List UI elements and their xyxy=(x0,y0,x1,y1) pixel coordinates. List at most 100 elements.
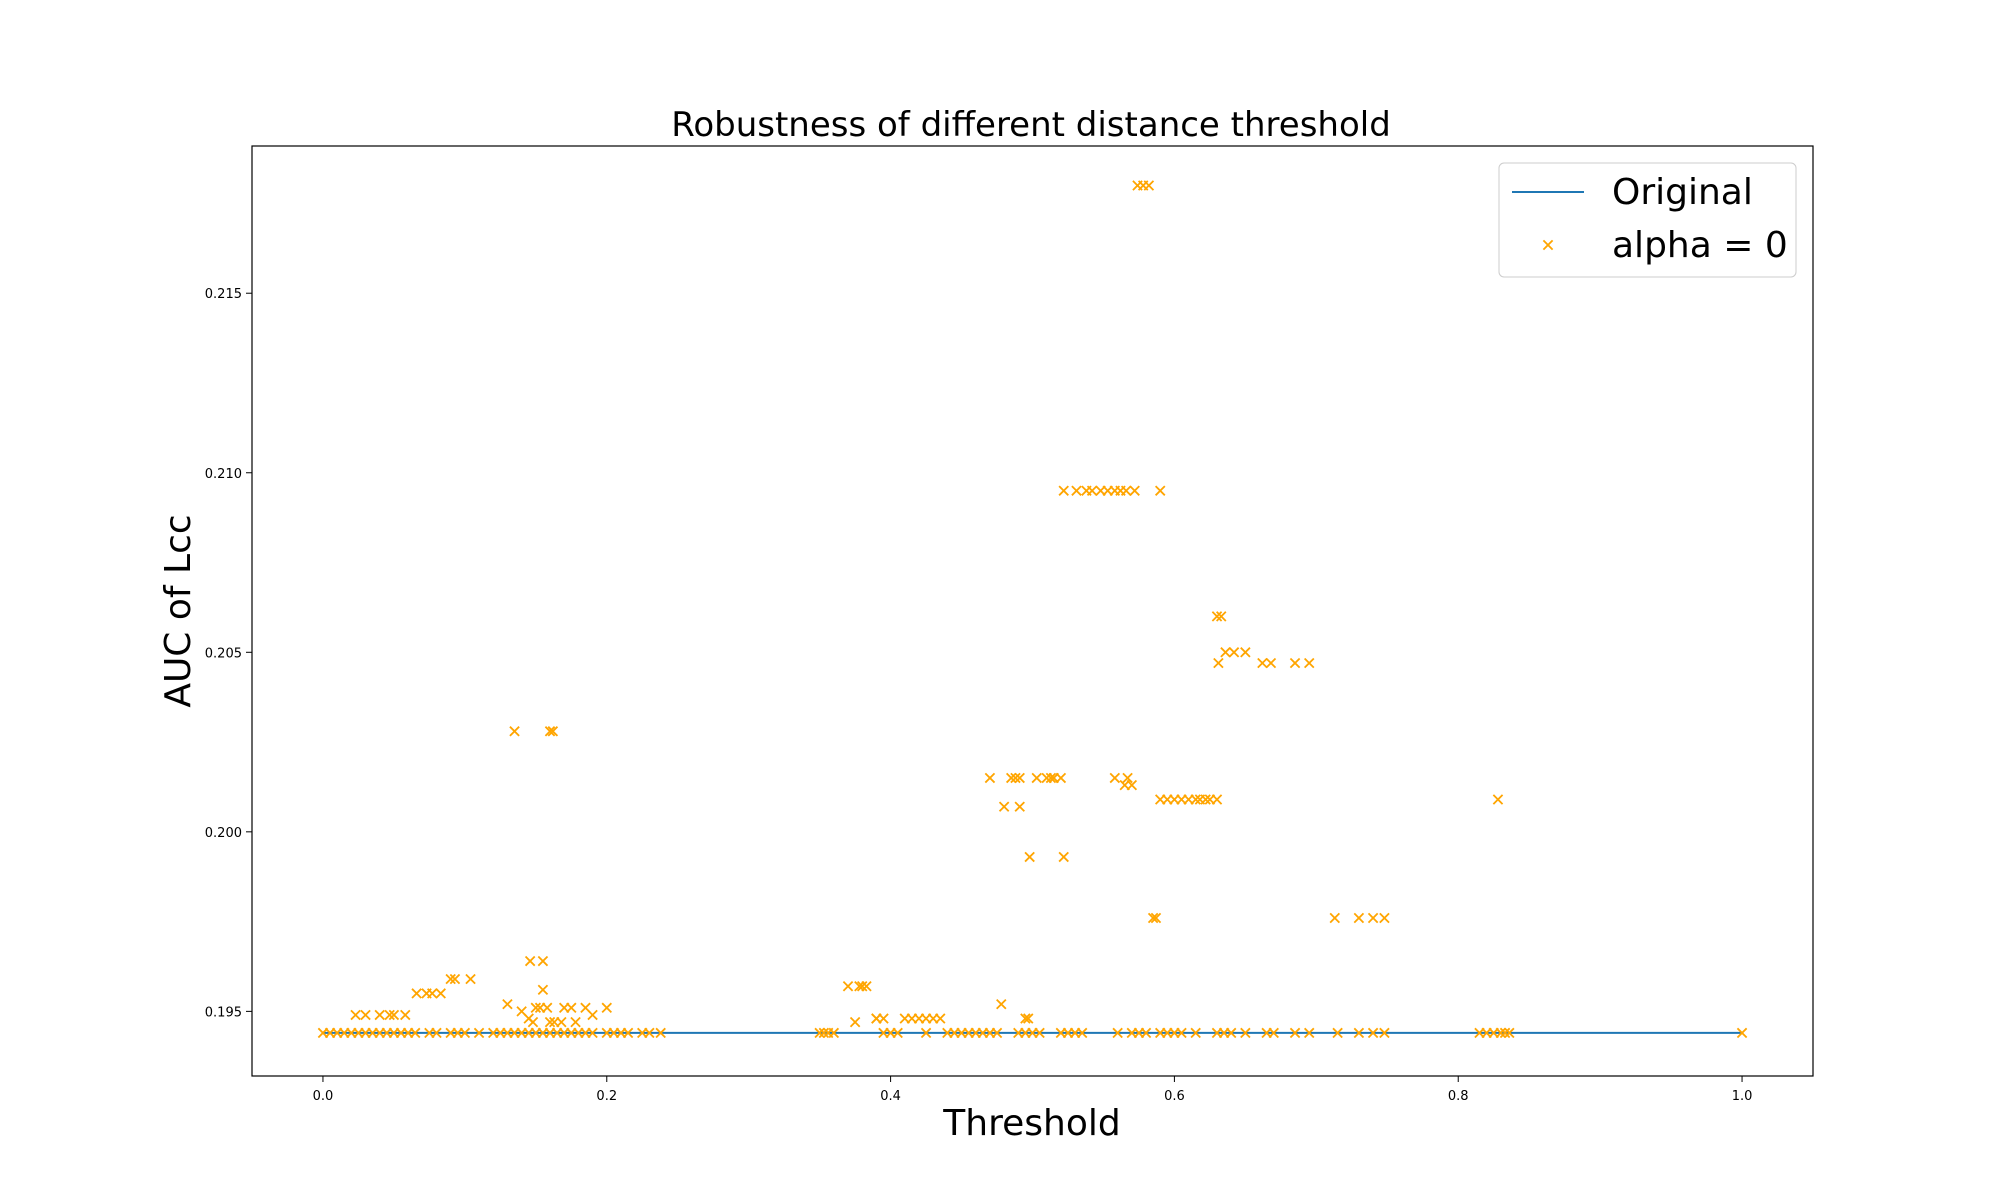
scatter-point xyxy=(1303,657,1315,669)
scatter-point-stroke xyxy=(1058,851,1069,863)
scatter-point xyxy=(556,1016,567,1028)
scatter-point xyxy=(1499,1027,1511,1039)
y-tick-label: 0.195 xyxy=(205,1005,242,1020)
scatter-point xyxy=(842,980,854,992)
scatter-point-stroke xyxy=(1147,912,1159,924)
scatter-point xyxy=(828,1027,840,1039)
chart-title: Robustness of different distance thresho… xyxy=(671,105,1391,145)
scatter-point-stroke xyxy=(1154,485,1166,496)
plot-content xyxy=(317,180,1748,1039)
scatter-point-stroke xyxy=(601,1002,613,1014)
scatter-point-stroke xyxy=(580,1002,591,1014)
scatter-point xyxy=(1024,851,1035,863)
scatter-point-stroke xyxy=(1495,1027,1507,1039)
scatter-point xyxy=(935,1013,946,1024)
scatter-point xyxy=(655,1027,666,1039)
scatter-point-stroke xyxy=(1031,772,1042,784)
scatter-point-stroke xyxy=(814,1027,825,1039)
x-tick-label: 1.0 xyxy=(1732,1089,1753,1104)
legend-marker-stroke xyxy=(1542,239,1554,251)
scatter-point-stroke xyxy=(842,980,854,992)
scatter-point-stroke xyxy=(856,980,868,992)
scatter-point xyxy=(1492,794,1504,805)
scatter-point xyxy=(622,1027,634,1039)
scatter-point-stroke xyxy=(920,1027,932,1039)
scatter-point xyxy=(814,1027,825,1039)
scatter-point-stroke xyxy=(849,1016,861,1028)
scatter-point-stroke xyxy=(935,1013,946,1024)
scatter-point-stroke xyxy=(502,998,513,1010)
scatter-point xyxy=(1143,180,1155,191)
scatter-point-stroke xyxy=(449,973,461,985)
scatter-point-stroke xyxy=(1240,647,1251,658)
scatter-point xyxy=(587,1027,598,1039)
scatter-point xyxy=(1504,1027,1515,1039)
scatter-point xyxy=(1005,772,1017,784)
scatter-point-stroke xyxy=(1367,912,1379,924)
scatter-point-stroke xyxy=(1265,657,1277,669)
scatter-point-stroke xyxy=(991,1027,1003,1039)
scatter-point xyxy=(1023,1013,1034,1024)
scatter-point-stroke xyxy=(1034,1027,1045,1039)
scatter-point-stroke xyxy=(1736,1027,1748,1039)
scatter-point xyxy=(1154,485,1166,496)
scatter-point xyxy=(473,1027,485,1039)
scatter-point-stroke xyxy=(1055,772,1067,784)
scatter-point-stroke xyxy=(1200,794,1211,805)
scatter-point-stroke xyxy=(1268,1027,1279,1039)
scatter-point xyxy=(411,988,422,999)
legend: Original alpha = 0 xyxy=(1498,162,1797,278)
scatter-point-stroke xyxy=(1150,912,1162,924)
scatter-point xyxy=(1213,657,1224,669)
scatter-point-stroke xyxy=(1379,912,1390,924)
scatter-point-stroke xyxy=(1076,1027,1088,1039)
scatter-point xyxy=(1129,485,1140,496)
scatter-point-stroke xyxy=(644,1027,655,1039)
legend-label-alpha: alpha = 0 xyxy=(1612,225,1788,266)
scatter-point xyxy=(920,1027,932,1039)
scatter-point xyxy=(1353,912,1365,924)
scatter-point xyxy=(1265,657,1277,669)
scatter-point-stroke xyxy=(465,973,476,985)
scatter-point xyxy=(856,980,868,992)
scatter-point xyxy=(1353,1027,1365,1039)
scatter-point xyxy=(537,955,549,967)
scatter-point-stroke xyxy=(1005,772,1017,784)
scatter-point-stroke xyxy=(1190,1027,1201,1039)
scatter-point xyxy=(509,726,520,737)
scatter-point xyxy=(1140,1027,1152,1039)
scatter-point xyxy=(1240,1027,1251,1039)
scatter-point xyxy=(1126,779,1138,791)
scatter-point-stroke xyxy=(1109,772,1121,784)
scatter-point-stroke xyxy=(1216,611,1227,622)
x-axis-ticks: 0.0 0.2 0.4 0.6 0.8 1.0 xyxy=(313,1076,1753,1104)
legend-x-marker-swatch xyxy=(1542,239,1554,251)
scatter-point-stroke xyxy=(1143,180,1155,191)
y-axis-ticks: 0.195 0.200 0.205 0.210 0.215 xyxy=(205,287,252,1020)
scatter-point-stroke xyxy=(544,726,556,737)
scatter-point-stroke xyxy=(547,726,559,737)
scatter-point-stroke xyxy=(1023,1013,1034,1024)
scatter-point xyxy=(1034,1027,1045,1039)
scatter-point xyxy=(547,726,559,737)
scatter-point xyxy=(1120,485,1132,496)
scatter-point xyxy=(1257,657,1268,669)
y-tick-label: 0.200 xyxy=(205,826,242,841)
scatter-point xyxy=(1086,485,1098,496)
legend-label-original: Original xyxy=(1612,172,1753,213)
scatter-point xyxy=(541,1002,553,1014)
scatter-point xyxy=(1176,1027,1187,1039)
scatter-point-stroke xyxy=(861,980,872,992)
scatter-point xyxy=(1379,912,1390,924)
y-axis-label: AUC of Lcc xyxy=(158,514,199,707)
scatter-point xyxy=(996,998,1007,1010)
y-tick-label: 0.215 xyxy=(205,287,242,302)
scatter-point xyxy=(1031,772,1042,784)
scatter-point-stroke xyxy=(1504,1027,1515,1039)
scatter-point xyxy=(1332,1027,1343,1039)
scatter-point-stroke xyxy=(1289,657,1301,669)
scatter-point xyxy=(1329,912,1341,924)
scatter-point-stroke xyxy=(1289,1027,1301,1039)
